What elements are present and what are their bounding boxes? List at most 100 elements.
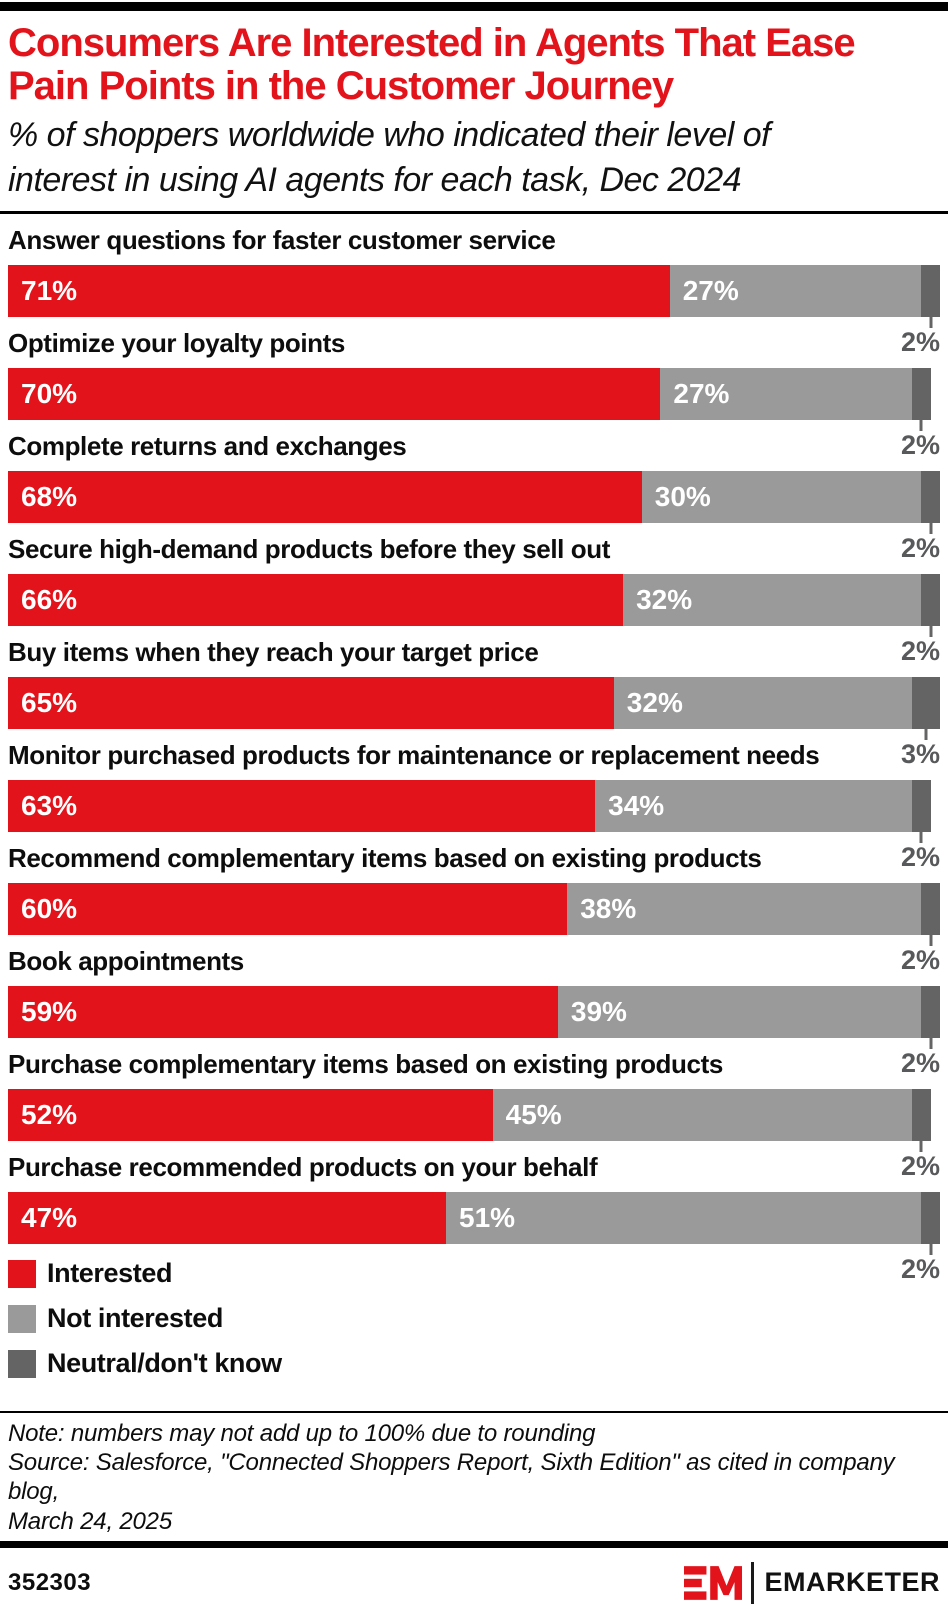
bar-segment-interested: 66% [8, 573, 624, 626]
neutral-leader-tick [929, 934, 933, 946]
note-text: Note: numbers may not add up to 100% due… [8, 1419, 596, 1447]
neutral-value-label: 2% [900, 326, 940, 357]
stacked-bar: 47% 51% [8, 1191, 940, 1244]
neutral-value-label: 2% [900, 1150, 940, 1181]
legend-swatch-interested [8, 1259, 36, 1288]
footer-divider [0, 1540, 948, 1548]
bar-segment-neutral-don-t-know [912, 367, 931, 420]
legend-swatch-neutral-don-t-know [8, 1349, 36, 1378]
bar-category-label: Buy items when they reach your target pr… [8, 636, 539, 667]
neutral-value-label: 2% [900, 429, 940, 460]
header-divider [0, 210, 948, 214]
neutral-value-label: 2% [900, 1253, 940, 1284]
bar-segment-not-interested: 45% [492, 1088, 913, 1141]
bar-segment-not-interested: 27% [660, 367, 913, 420]
stacked-bar: 65% 32% [8, 676, 940, 729]
bar-category-label: Optimize your loyalty points [8, 327, 345, 358]
bar-segment-not-interested: 30% [641, 470, 922, 523]
legend-item-neutral-don-t-know: Neutral/don't know [8, 1348, 940, 1379]
notes-divider [0, 1410, 948, 1413]
logo-separator [751, 1561, 755, 1604]
chart-title: Consumers Are Interested in Agents That … [8, 21, 856, 109]
chart-subtitle: % of shoppers worldwide who indicated th… [8, 116, 771, 199]
bar-segment-not-interested: 32% [613, 676, 913, 729]
bar-category-label: Purchase recommended products on your be… [8, 1151, 598, 1182]
bar-segment-interested: 60% [8, 882, 568, 935]
bar-category-label: Answer questions for faster customer ser… [8, 224, 556, 255]
legend-label: Interested [47, 1258, 173, 1289]
bar-segment-interested: 71% [8, 264, 670, 317]
stacked-bar: 63% 34% [8, 779, 940, 832]
bar-row: Buy items when they reach your target pr… [8, 636, 940, 769]
bar-segment-neutral-don-t-know [921, 882, 940, 935]
bar-segment-neutral-don-t-know [921, 985, 940, 1038]
bar-segment-not-interested: 34% [595, 779, 913, 832]
bar-segment-not-interested: 38% [567, 882, 922, 935]
top-rule [0, 2, 948, 11]
neutral-leader-tick [929, 625, 933, 637]
bar-category-label: Secure high-demand products before they … [8, 533, 611, 564]
stacked-bar: 68% 30% [8, 470, 940, 523]
bar-segment-interested: 70% [8, 367, 661, 420]
chart-id: 352303 [8, 1568, 92, 1596]
bar-segment-neutral-don-t-know [921, 573, 940, 626]
bar-segment-neutral-don-t-know [912, 676, 940, 729]
bar-segment-interested: 63% [8, 779, 596, 832]
stacked-bar: 66% 32% [8, 573, 940, 626]
bar-row: Purchase recommended products on your be… [8, 1151, 940, 1284]
neutral-leader-tick [919, 831, 923, 843]
neutral-value-label: 3% [900, 738, 940, 769]
bar-category-label: Monitor purchased products for maintenan… [8, 739, 820, 770]
bar-segment-interested: 52% [8, 1088, 493, 1141]
stacked-bar: 71% 27% [8, 264, 940, 317]
bar-row: Secure high-demand products before they … [8, 533, 940, 666]
neutral-leader-tick [929, 1243, 933, 1255]
bar-row: Book appointments 59% 39% 2% [8, 945, 940, 1078]
bar-segment-not-interested: 27% [669, 264, 922, 317]
emarketer-logo: EMARKETER [684, 1561, 940, 1604]
legend-label: Not interested [47, 1303, 223, 1334]
bar-row: Optimize your loyalty points 70% 27% 2% [8, 327, 940, 460]
bar-row: Monitor purchased products for maintenan… [8, 739, 940, 872]
bar-row: Answer questions for faster customer ser… [8, 224, 940, 357]
bar-segment-not-interested: 51% [446, 1191, 922, 1244]
neutral-value-label: 2% [900, 532, 940, 563]
neutral-leader-tick [919, 1140, 923, 1152]
legend-item-not-interested: Not interested [8, 1303, 940, 1334]
neutral-leader-tick [929, 316, 933, 328]
bar-segment-neutral-don-t-know [921, 470, 940, 523]
bar-segment-interested: 59% [8, 985, 558, 1038]
bar-segment-not-interested: 32% [623, 573, 922, 626]
neutral-value-label: 2% [900, 944, 940, 975]
stacked-bar: 60% 38% [8, 882, 940, 935]
neutral-value-label: 2% [900, 841, 940, 872]
bar-segment-neutral-don-t-know [921, 264, 940, 317]
bar-row: Recommend complementary items based on e… [8, 842, 940, 975]
bar-segment-neutral-don-t-know [912, 779, 931, 832]
bar-category-label: Complete returns and exchanges [8, 430, 407, 461]
bar-row: Purchase complementary items based on ex… [8, 1048, 940, 1181]
bar-category-label: Purchase complementary items based on ex… [8, 1048, 723, 1079]
stacked-bar: 52% 45% [8, 1088, 940, 1141]
stacked-bar: 59% 39% [8, 985, 940, 1038]
bar-segment-interested: 65% [8, 676, 614, 729]
bar-segment-neutral-don-t-know [912, 1088, 931, 1141]
em-logo-mark [684, 1563, 743, 1603]
neutral-value-label: 2% [900, 635, 940, 666]
notes: Note: numbers may not add up to 100% due… [0, 1413, 948, 1536]
bar-segment-neutral-don-t-know [921, 1191, 940, 1244]
legend: Interested Not interested Neutral/don't kn… [8, 1258, 940, 1379]
chart: Answer questions for faster customer ser… [0, 224, 948, 1284]
bar-category-label: Recommend complementary items based on e… [8, 842, 762, 873]
bar-category-label: Book appointments [8, 945, 244, 976]
neutral-value-label: 2% [900, 1047, 940, 1078]
neutral-leader-tick [919, 419, 923, 431]
footer-bar: 352303 EMARKETER [0, 1548, 948, 1604]
stacked-bar: 70% 27% [8, 367, 940, 420]
legend-swatch-not-interested [8, 1304, 36, 1333]
bar-row: Complete returns and exchanges 68% 30% 2% [8, 430, 940, 563]
bar-segment-not-interested: 39% [557, 985, 922, 1038]
legend-label: Neutral/don't know [47, 1348, 282, 1379]
brand-name: EMARKETER [764, 1567, 940, 1598]
bar-segment-interested: 68% [8, 470, 642, 523]
